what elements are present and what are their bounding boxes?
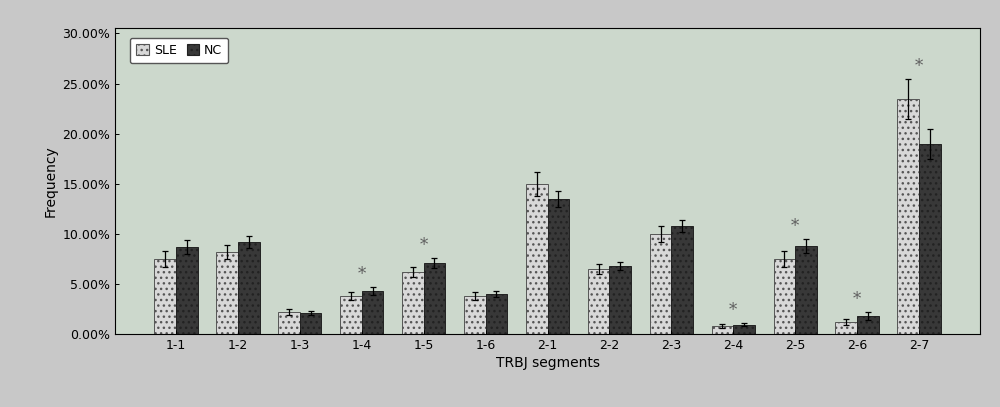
Bar bbox=[857, 316, 879, 334]
Text: *: * bbox=[853, 291, 861, 308]
Bar bbox=[588, 269, 609, 334]
Bar bbox=[216, 252, 238, 334]
Bar bbox=[424, 263, 445, 334]
Bar bbox=[340, 296, 362, 334]
Text: *: * bbox=[791, 218, 799, 235]
Bar bbox=[650, 234, 671, 334]
Bar bbox=[774, 259, 795, 334]
Text: *: * bbox=[729, 302, 737, 319]
Bar bbox=[278, 312, 300, 334]
Bar bbox=[238, 242, 260, 334]
Bar bbox=[486, 294, 507, 334]
X-axis label: TRBJ segments: TRBJ segments bbox=[496, 356, 600, 370]
Text: *: * bbox=[420, 237, 428, 254]
Bar bbox=[712, 326, 733, 334]
Y-axis label: Frequency: Frequency bbox=[44, 145, 58, 217]
Bar bbox=[733, 325, 755, 334]
Bar bbox=[526, 184, 548, 334]
Bar bbox=[464, 296, 486, 334]
Text: *: * bbox=[915, 57, 923, 74]
Text: *: * bbox=[358, 266, 366, 283]
Bar bbox=[795, 246, 817, 334]
Bar bbox=[402, 272, 424, 334]
Bar bbox=[835, 322, 857, 334]
Bar bbox=[671, 225, 693, 334]
Bar bbox=[362, 291, 383, 334]
Bar bbox=[154, 259, 176, 334]
Bar bbox=[176, 247, 198, 334]
Bar bbox=[897, 98, 919, 334]
Legend: SLE, NC: SLE, NC bbox=[130, 38, 228, 63]
Bar bbox=[609, 266, 631, 334]
Bar bbox=[300, 313, 321, 334]
Bar bbox=[548, 199, 569, 334]
Bar bbox=[919, 144, 941, 334]
